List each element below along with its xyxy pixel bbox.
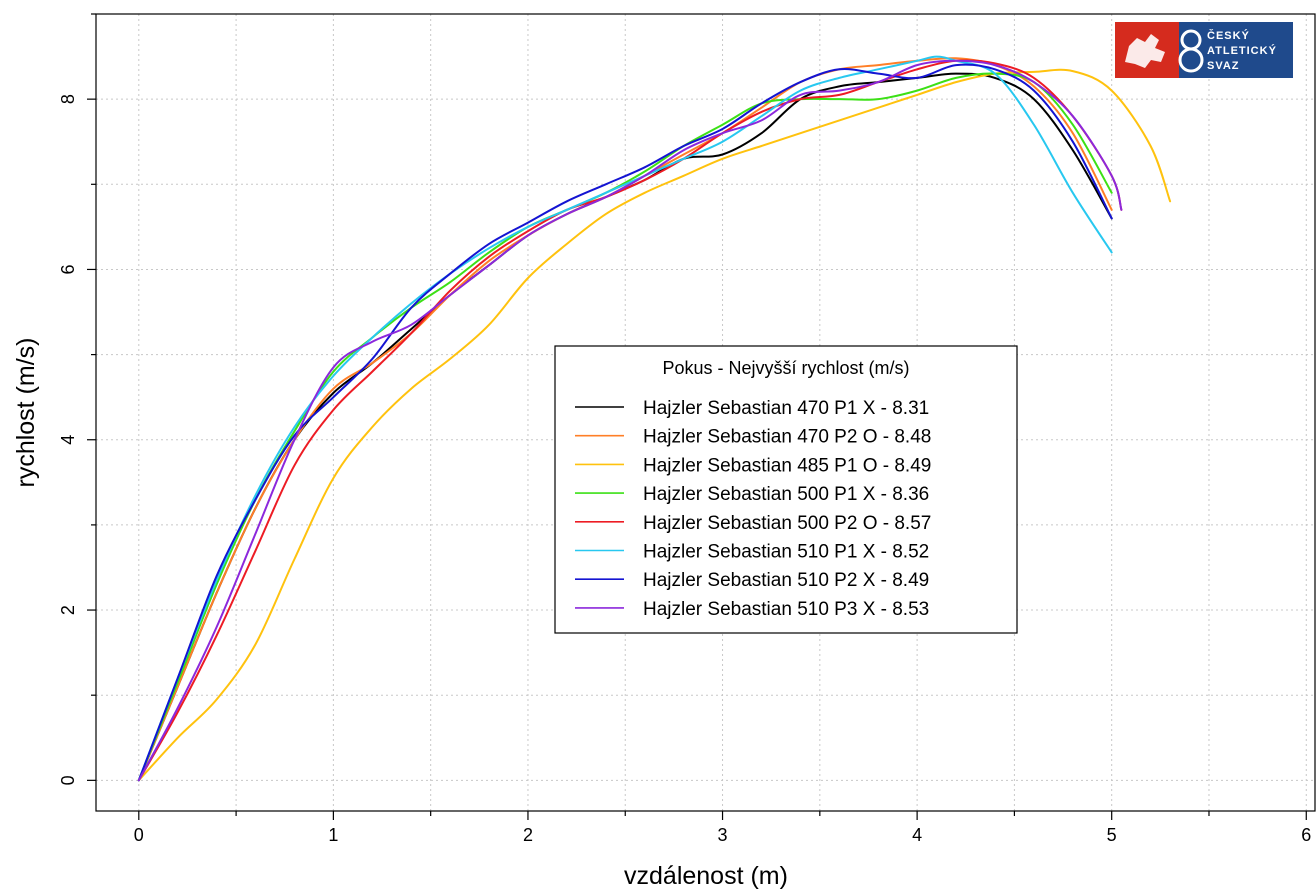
logo-eight-icon-lower	[1178, 47, 1204, 73]
legend-label: Hajzler Sebastian 470 P1 X - 8.31	[643, 398, 929, 419]
x-tick-label: 3	[718, 825, 728, 845]
x-tick-label: 4	[912, 825, 922, 845]
y-axis-ticks: 0 2 4 6 8	[58, 13, 96, 785]
series-line-5	[137, 59, 1123, 782]
series-layer	[137, 55, 1172, 782]
x-tick-label: 6	[1301, 825, 1311, 845]
series-line-7	[137, 63, 1113, 782]
logo-text-line-1: ČESKÝ	[1207, 29, 1250, 42]
legend-label: Hajzler Sebastian 510 P3 X - 8.53	[643, 599, 929, 620]
legend-label: Hajzler Sebastian 500 P2 O - 8.57	[643, 513, 931, 534]
series-line-6	[137, 55, 1113, 782]
y-axis-title: rychlost (m/s)	[12, 338, 40, 488]
cas-logo: ČESKÝ ATLETICKÝ SVAZ	[1115, 22, 1293, 78]
logo-lion-icon	[1125, 34, 1165, 68]
x-tick-label: 2	[523, 825, 533, 845]
plot-frame	[95, 13, 1316, 812]
y-tick-label: 8	[58, 94, 78, 104]
x-tick-label: 0	[134, 825, 144, 845]
legend-label: Hajzler Sebastian 485 P1 O - 8.49	[643, 455, 931, 476]
x-tick-label: 5	[1107, 825, 1117, 845]
legend-label: Hajzler Sebastian 500 P1 X - 8.36	[643, 484, 929, 505]
x-tick-label: 1	[328, 825, 338, 845]
legend: Pokus - Nejvyšší rychlost (m/s) Hajzler …	[554, 345, 1018, 634]
legend-label: Hajzler Sebastian 510 P1 X - 8.52	[643, 542, 929, 563]
y-tick-label: 0	[58, 775, 78, 785]
x-axis-ticks: 0 1 2 3 4 5 6	[134, 811, 1311, 845]
logo-text-line-3: SVAZ	[1207, 60, 1240, 72]
legend-items: Hajzler Sebastian 470 P1 X - 8.31 Hajzler…	[575, 398, 931, 620]
legend-label: Hajzler Sebastian 470 P2 O - 8.48	[643, 427, 931, 448]
logo-text-line-2: ATLETICKÝ	[1207, 44, 1277, 57]
y-tick-label: 6	[58, 264, 78, 274]
y-tick-label: 2	[58, 605, 78, 615]
legend-title: Pokus - Nejvyšší rychlost (m/s)	[662, 358, 909, 378]
x-axis-title: vzdálenost (m)	[624, 862, 788, 890]
legend-box	[554, 345, 1018, 634]
series-line-8	[137, 59, 1123, 782]
y-tick-label: 4	[58, 435, 78, 445]
legend-label: Hajzler Sebastian 510 P2 X - 8.49	[643, 570, 929, 591]
